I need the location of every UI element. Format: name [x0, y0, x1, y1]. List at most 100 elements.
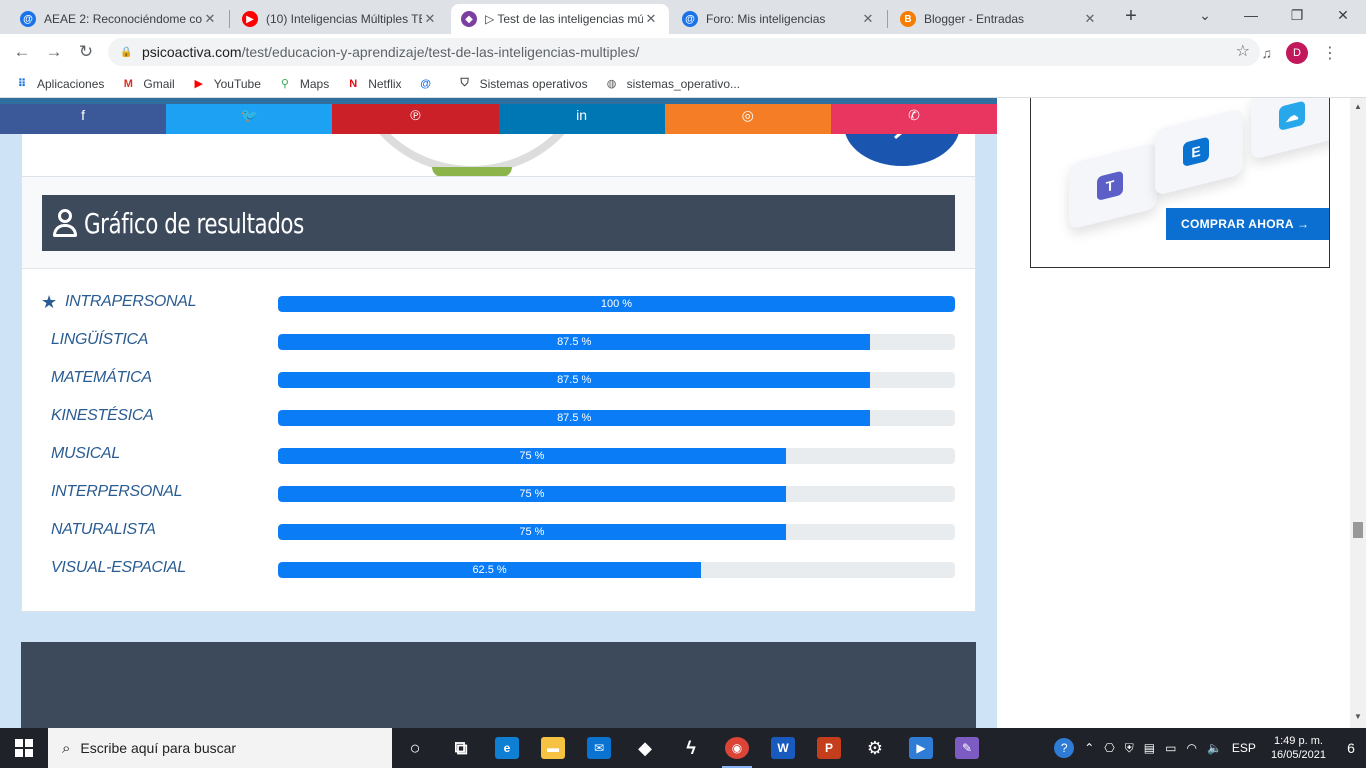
clipboard-icon[interactable]: ▤ — [1143, 741, 1156, 755]
back-button[interactable]: ← — [13, 42, 31, 61]
close-tab-icon[interactable]: ✕ — [424, 11, 436, 26]
start-button[interactable] — [0, 728, 48, 768]
bookmark-item[interactable]: ⠿ Aplicaciones — [14, 76, 105, 92]
close-tab-icon[interactable]: ✕ — [204, 11, 216, 26]
intelligence-label: LINGÜÍSTICA — [51, 331, 148, 349]
psicoactiva-icon: ◆ — [461, 11, 477, 27]
paint-taskbar-button[interactable]: ✎ — [944, 728, 990, 768]
bookmark-item[interactable]: ⚲ Maps — [277, 76, 329, 92]
intelligence-name: LINGÜÍSTICA — [51, 331, 149, 348]
onedrive-icon: ☁ — [1251, 98, 1329, 160]
mail-icon: ✉ — [587, 737, 611, 759]
facebook-share-button[interactable]: f — [0, 104, 167, 134]
media-control-icon[interactable]: ♫ — [1261, 45, 1273, 61]
camera-icon[interactable]: ⎔ — [1104, 741, 1115, 755]
tab-title: (10) Inteligencias Múltiples TE — [266, 12, 422, 26]
wifi-icon[interactable]: ◠ — [1186, 741, 1197, 755]
reload-button[interactable]: ↻ — [78, 42, 94, 61]
task-view-taskbar-button[interactable]: ⧉ — [438, 728, 484, 768]
youtube-icon: ▶ — [242, 11, 258, 27]
user-icon — [52, 208, 78, 238]
battery-icon[interactable]: ▭ — [1165, 741, 1177, 755]
edge-taskbar-button[interactable]: e — [484, 728, 530, 768]
bookmark-star-icon[interactable]: ☆ — [1235, 43, 1250, 60]
scroll-down-icon[interactable]: ▼ — [1354, 712, 1362, 721]
reddit-share-button[interactable]: ◎ — [664, 104, 831, 134]
progress-fill: 75 % — [278, 486, 786, 502]
url-input[interactable]: 🔒 psicoactiva.com/test/educacion-y-apren… — [108, 38, 1260, 66]
scroll-up-icon[interactable]: ▲ — [1354, 102, 1362, 111]
language-indicator[interactable]: ESP — [1231, 741, 1256, 755]
whatsapp-share-button[interactable]: ✆ — [830, 104, 998, 134]
word-taskbar-button[interactable]: W — [760, 728, 806, 768]
antivirus-icon[interactable]: ⛨ — [1124, 740, 1134, 755]
file-explorer-taskbar-button[interactable]: ▬ — [530, 728, 576, 768]
twitter-share-button[interactable]: 🐦 — [166, 104, 333, 134]
sidebar: T E ☁ COMPRAR AHORA → — [997, 98, 1350, 728]
powerpoint-taskbar-button[interactable]: P — [806, 728, 852, 768]
close-window-button[interactable]: ✕ — [1337, 7, 1349, 23]
intelligence-label: VISUAL-ESPACIAL — [51, 559, 186, 577]
cortana-taskbar-button[interactable]: ○ — [392, 728, 438, 768]
taskbar-apps: ○ ⧉ e ▬ ✉ ◆ ϟ ◉ W P ⚙ ▶ ✎ — [392, 728, 990, 768]
browser-tab[interactable]: ◆ ▷ Test de las inteligencias mú ✕ — [451, 4, 669, 34]
close-tab-icon[interactable]: ✕ — [862, 11, 874, 26]
intelligence-label: ★ INTRAPERSONAL — [41, 292, 197, 312]
progress-track: 62.5 % — [278, 562, 955, 578]
pinterest-share-button[interactable]: ℗ — [332, 104, 499, 134]
volume-icon[interactable]: 🔈 — [1206, 741, 1222, 755]
bookmark-item[interactable]: @ — [418, 76, 441, 92]
linkedin-share-button[interactable]: in — [498, 104, 665, 134]
page-scrollbar[interactable]: ▲ ▼ — [1350, 98, 1366, 728]
minimize-button[interactable]: — — [1244, 7, 1258, 23]
notification-center-icon[interactable]: 6 — [1336, 728, 1366, 768]
image-blue-circle — [844, 134, 960, 166]
mail-taskbar-button[interactable]: ✉ — [576, 728, 622, 768]
bookmark-label: YouTube — [213, 76, 261, 91]
taskbar-search-box[interactable]: ⌕ Escribe aquí para buscar — [48, 728, 392, 768]
browser-tab[interactable]: @ Foro: Mis inteligencias ✕ — [672, 4, 886, 34]
tab-search-icon[interactable]: ⌄ — [1199, 7, 1211, 23]
buy-now-button[interactable]: COMPRAR AHORA → — [1166, 208, 1329, 240]
image-green-shape — [432, 167, 512, 176]
restore-button[interactable]: ❐ — [1290, 7, 1304, 23]
settings-taskbar-button[interactable]: ⚙ — [852, 728, 898, 768]
intelligence-label: MATEMÁTICA — [51, 369, 152, 387]
app-bolt-taskbar-button[interactable]: ϟ — [668, 728, 714, 768]
forward-button[interactable]: → — [45, 42, 63, 61]
browser-tab[interactable]: ▶ (10) Inteligencias Múltiples TE ✕ — [232, 4, 448, 34]
video-editor-taskbar-button[interactable]: ▶ — [898, 728, 944, 768]
share-buttons: f 🐦 ℗ in ◎ ✆ — [0, 104, 998, 134]
star-icon: ★ — [41, 292, 57, 312]
profile-avatar[interactable]: D — [1286, 42, 1308, 64]
progress-fill: 100 % — [278, 296, 955, 312]
dropbox-taskbar-button[interactable]: ◆ — [622, 728, 668, 768]
close-tab-icon[interactable]: ✕ — [1084, 11, 1096, 26]
url-text: psicoactiva.com/test/educacion-y-aprendi… — [142, 44, 640, 60]
bookmark-item[interactable]: N Netflix — [345, 76, 401, 92]
windows-logo-icon — [15, 739, 33, 757]
result-row: NATURALISTA 75 % — [22, 521, 975, 541]
bookmark-item[interactable]: M Gmail — [120, 76, 175, 92]
intelligence-label: NATURALISTA — [51, 521, 156, 539]
bookmark-item[interactable]: ⛉ Sistemas operativos — [457, 76, 587, 92]
intelligence-name: INTERPERSONAL — [51, 483, 183, 500]
intelligence-name: NATURALISTA — [51, 521, 156, 538]
bookmark-item[interactable]: ◍ sistemas_operativo... — [604, 76, 740, 92]
menu-icon[interactable]: ⋮ — [1322, 45, 1338, 62]
close-tab-icon[interactable]: ✕ — [645, 11, 657, 26]
window-controls: ⌄ — ❐ ✕ — [1182, 0, 1366, 34]
help-icon[interactable]: ? — [1054, 738, 1075, 758]
scroll-thumb[interactable] — [1353, 522, 1363, 538]
result-row: VISUAL-ESPACIAL 62.5 % — [22, 559, 975, 579]
video-editor-icon: ▶ — [909, 737, 933, 759]
new-tab-button[interactable]: + — [1125, 5, 1137, 27]
chrome-taskbar-button[interactable]: ◉ — [714, 728, 760, 768]
browser-tab[interactable]: B Blogger - Entradas ✕ — [890, 4, 1108, 34]
bookmark-item[interactable]: ▶ YouTube — [191, 76, 261, 92]
clock[interactable]: 1:49 p. m. 16/05/2021 — [1271, 734, 1326, 762]
browser-tab[interactable]: @ AEAE 2: Reconociéndome cor ✕ — [10, 4, 228, 34]
chevron-up-icon[interactable]: ⌃ — [1084, 741, 1095, 755]
bookmarks-bar: ⠿ Aplicaciones M Gmail ▶ YouTube ⚲ Maps N Netflix… — [0, 70, 1366, 98]
advertisement[interactable]: T E ☁ COMPRAR AHORA → — [1030, 98, 1330, 268]
